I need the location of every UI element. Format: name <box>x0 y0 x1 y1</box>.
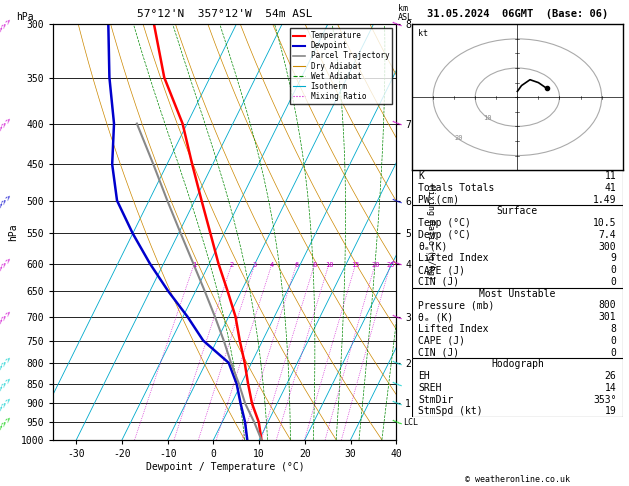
Text: © weatheronline.co.uk: © weatheronline.co.uk <box>465 474 570 484</box>
Text: Lifted Index: Lifted Index <box>418 253 489 263</box>
Text: 0: 0 <box>611 277 616 287</box>
Text: \: \ <box>392 258 404 269</box>
Text: Hodograph: Hodograph <box>491 359 544 369</box>
Text: km
ASL: km ASL <box>398 4 413 22</box>
Text: Mixing Ratio (g/kg): Mixing Ratio (g/kg) <box>426 185 435 279</box>
Text: 353°: 353° <box>593 395 616 405</box>
Text: 6: 6 <box>294 262 299 268</box>
Text: Dewp (°C): Dewp (°C) <box>418 230 471 240</box>
Text: \: \ <box>392 195 404 206</box>
Text: 57°12'N  357°12'W  54m ASL: 57°12'N 357°12'W 54m ASL <box>137 9 313 19</box>
Text: StmDir: StmDir <box>418 395 454 405</box>
Text: 1: 1 <box>192 262 196 268</box>
Text: \: \ <box>392 118 404 129</box>
Text: 31.05.2024  06GMT  (Base: 06): 31.05.2024 06GMT (Base: 06) <box>426 9 608 19</box>
Text: θₑ (K): θₑ (K) <box>418 312 454 322</box>
Text: \: \ <box>392 378 404 389</box>
Text: K: K <box>418 171 424 181</box>
Text: 9: 9 <box>611 253 616 263</box>
Text: \: \ <box>392 357 404 368</box>
Text: 10.5: 10.5 <box>593 218 616 228</box>
Text: Surface: Surface <box>497 206 538 216</box>
Text: Lifted Index: Lifted Index <box>418 324 489 334</box>
Text: LCL: LCL <box>403 417 418 427</box>
Text: \: \ <box>392 398 404 409</box>
Text: Temp (°C): Temp (°C) <box>418 218 471 228</box>
Text: 15: 15 <box>352 262 360 268</box>
X-axis label: Dewpoint / Temperature (°C): Dewpoint / Temperature (°C) <box>145 462 304 471</box>
Text: >>>: >>> <box>0 309 13 325</box>
Text: Most Unstable: Most Unstable <box>479 289 555 299</box>
Y-axis label: hPa: hPa <box>8 223 18 241</box>
Text: Totals Totals: Totals Totals <box>418 183 494 193</box>
Text: 300: 300 <box>599 242 616 252</box>
Text: 0: 0 <box>611 265 616 275</box>
Text: >>>: >>> <box>0 115 13 132</box>
Text: 1.49: 1.49 <box>593 194 616 205</box>
Text: >>>: >>> <box>0 255 13 272</box>
Text: PW (cm): PW (cm) <box>418 194 459 205</box>
Text: 8: 8 <box>313 262 317 268</box>
Text: 25: 25 <box>386 262 395 268</box>
Text: 0: 0 <box>611 336 616 346</box>
Text: SREH: SREH <box>418 383 442 393</box>
Text: 20: 20 <box>454 135 462 141</box>
Text: 14: 14 <box>604 383 616 393</box>
Text: kt: kt <box>418 29 428 38</box>
Text: \: \ <box>392 18 404 30</box>
Text: CIN (J): CIN (J) <box>418 347 459 358</box>
Text: \: \ <box>392 417 404 428</box>
Text: 301: 301 <box>599 312 616 322</box>
Text: >>>: >>> <box>0 375 13 392</box>
Text: 10: 10 <box>325 262 333 268</box>
Text: hPa: hPa <box>16 12 33 22</box>
Text: Pressure (mb): Pressure (mb) <box>418 300 494 311</box>
Text: >>>: >>> <box>0 414 13 431</box>
Legend: Temperature, Dewpoint, Parcel Trajectory, Dry Adiabat, Wet Adiabat, Isotherm, Mi: Temperature, Dewpoint, Parcel Trajectory… <box>290 28 392 104</box>
Text: 3: 3 <box>253 262 257 268</box>
Text: 8: 8 <box>611 324 616 334</box>
Text: StmSpd (kt): StmSpd (kt) <box>418 406 483 417</box>
Text: 7.4: 7.4 <box>599 230 616 240</box>
Text: 10: 10 <box>484 115 492 121</box>
Text: 2: 2 <box>230 262 234 268</box>
Text: 11: 11 <box>604 171 616 181</box>
Text: CIN (J): CIN (J) <box>418 277 459 287</box>
Text: EH: EH <box>418 371 430 381</box>
Text: >>>: >>> <box>0 354 13 371</box>
Text: 26: 26 <box>604 371 616 381</box>
Text: >>>: >>> <box>0 16 13 33</box>
Text: 800: 800 <box>599 300 616 311</box>
Text: >>>: >>> <box>0 192 13 209</box>
Text: \: \ <box>392 311 404 322</box>
Text: 4: 4 <box>270 262 274 268</box>
Text: CAPE (J): CAPE (J) <box>418 336 465 346</box>
Text: CAPE (J): CAPE (J) <box>418 265 465 275</box>
Text: 0: 0 <box>611 347 616 358</box>
Text: θₑ(K): θₑ(K) <box>418 242 448 252</box>
Text: >>>: >>> <box>0 395 13 412</box>
Text: 20: 20 <box>371 262 379 268</box>
Text: 41: 41 <box>604 183 616 193</box>
Text: 19: 19 <box>604 406 616 417</box>
